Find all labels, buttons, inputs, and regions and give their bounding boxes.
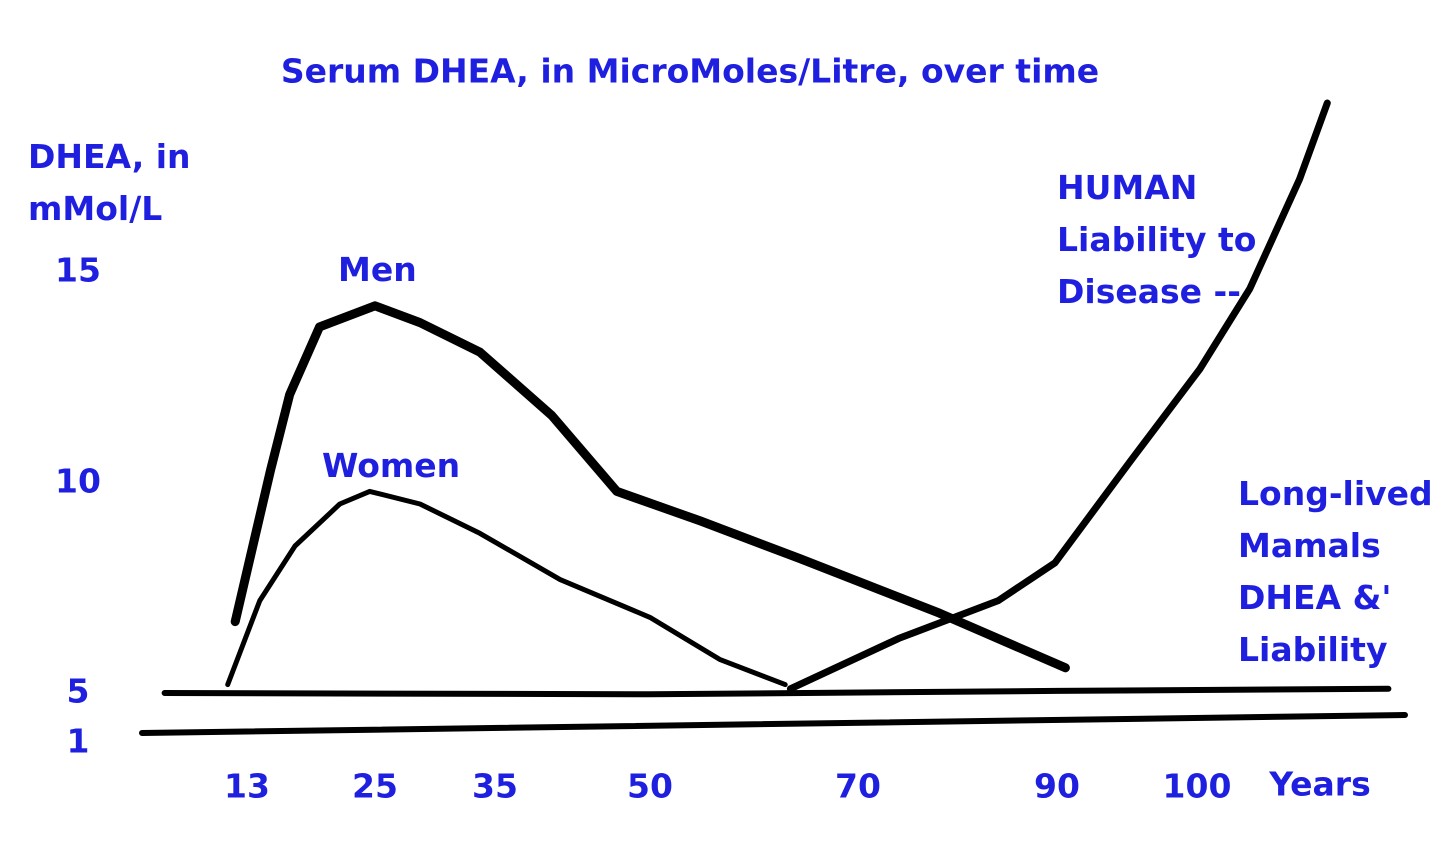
y-tick-label: 15	[55, 251, 101, 290]
x-tick-label: 70	[835, 767, 881, 806]
y-axis-label: DHEA, in mMol/L	[28, 137, 191, 228]
series-line	[230, 301, 1070, 673]
x-tick-label: 50	[627, 767, 673, 806]
x-axis	[139, 712, 1408, 736]
series-line	[161, 685, 1392, 698]
chart-title: Serum DHEA, in MicroMoles/Litre, over ti…	[281, 52, 1099, 91]
x-tick-label: 13	[224, 767, 270, 806]
series-label: Long-lived Mamals DHEA &' Liability	[1238, 474, 1433, 669]
y-tick-label: 5	[67, 672, 90, 711]
series-line	[786, 99, 1331, 693]
x-axis-label: Years	[1268, 765, 1370, 804]
x-tick-label: 25	[352, 767, 398, 806]
series-line	[225, 488, 788, 688]
series-label: Women	[322, 446, 461, 485]
series-label: HUMAN Liability to Disease --	[1057, 168, 1257, 311]
x-tick-label: 100	[1163, 767, 1232, 806]
y-tick-label: 10	[55, 462, 101, 501]
x-tick-label: 35	[472, 767, 518, 806]
x-tick-label: 90	[1034, 767, 1080, 806]
series-label: Men	[338, 250, 417, 289]
y-tick-label: 1	[67, 722, 90, 761]
